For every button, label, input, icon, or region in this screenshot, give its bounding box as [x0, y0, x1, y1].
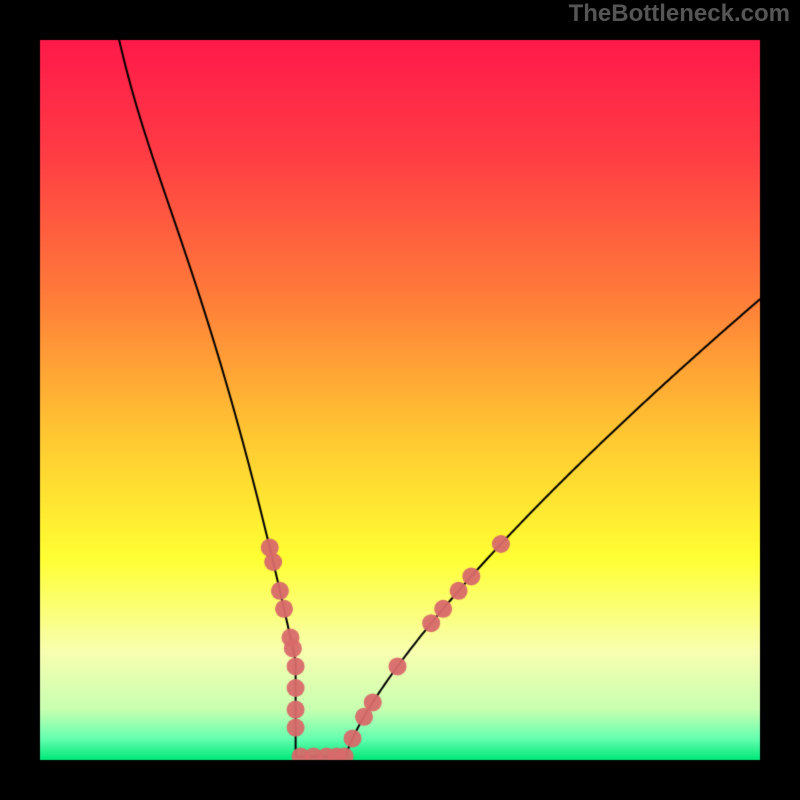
watermark-text: TheBottleneck.com — [569, 0, 790, 28]
bottleneck-v-curve-chart — [0, 0, 800, 800]
